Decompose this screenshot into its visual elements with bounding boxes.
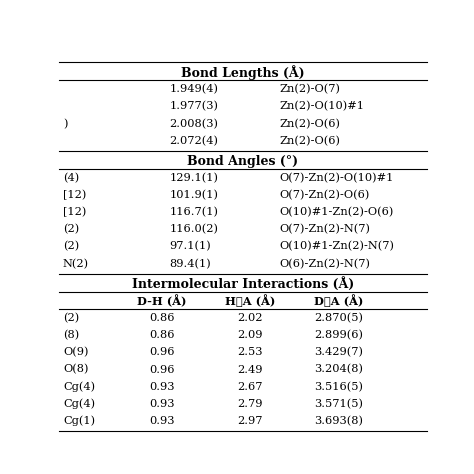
Text: 0.93: 0.93: [149, 416, 175, 426]
Text: 129.1(1): 129.1(1): [169, 173, 219, 183]
Text: O(10)#1-Zn(2)-O(6): O(10)#1-Zn(2)-O(6): [280, 207, 394, 218]
Text: 2.53: 2.53: [237, 347, 263, 357]
Text: 2.79: 2.79: [237, 399, 263, 409]
Text: D-H (Å): D-H (Å): [137, 295, 187, 307]
Text: 2.09: 2.09: [237, 330, 263, 340]
Text: 3.204(8): 3.204(8): [314, 365, 363, 375]
Text: 0.86: 0.86: [149, 313, 175, 323]
Text: Zn(2)-O(6): Zn(2)-O(6): [280, 118, 341, 129]
Text: 2.49: 2.49: [237, 365, 263, 374]
Text: O(9): O(9): [63, 347, 89, 357]
Text: 89.4(1): 89.4(1): [169, 259, 211, 269]
Text: 3.516(5): 3.516(5): [314, 382, 363, 392]
Text: (2): (2): [63, 241, 79, 252]
Text: Cg(4): Cg(4): [63, 382, 95, 392]
Text: 2.072(4): 2.072(4): [169, 136, 219, 146]
Text: Zn(2)-O(10)#1: Zn(2)-O(10)#1: [280, 101, 365, 111]
Text: O(7)-Zn(2)-O(10)#1: O(7)-Zn(2)-O(10)#1: [280, 173, 394, 183]
Text: 2.899(6): 2.899(6): [314, 330, 363, 340]
Text: ): ): [63, 118, 67, 129]
Text: N(2): N(2): [63, 259, 89, 269]
Text: (4): (4): [63, 173, 79, 183]
Text: Bond Lengths (Å): Bond Lengths (Å): [181, 65, 305, 80]
Text: 1.949(4): 1.949(4): [169, 84, 219, 94]
Text: O(8): O(8): [63, 365, 89, 375]
Text: 97.1(1): 97.1(1): [169, 241, 211, 252]
Text: [12): [12): [63, 207, 86, 218]
Text: 0.96: 0.96: [149, 365, 175, 374]
Text: 0.86: 0.86: [149, 330, 175, 340]
Text: Cg(4): Cg(4): [63, 399, 95, 409]
Text: 2.870(5): 2.870(5): [314, 313, 363, 323]
Text: 0.93: 0.93: [149, 382, 175, 392]
Text: O(7)-Zn(2)-O(6): O(7)-Zn(2)-O(6): [280, 190, 370, 201]
Text: 2.97: 2.97: [237, 416, 263, 426]
Text: 2.67: 2.67: [237, 382, 263, 392]
Text: D⋯A (Å): D⋯A (Å): [314, 294, 363, 308]
Text: 2.008(3): 2.008(3): [169, 118, 219, 129]
Text: 116.7(1): 116.7(1): [169, 207, 219, 218]
Text: 101.9(1): 101.9(1): [169, 190, 219, 201]
Text: 3.693(8): 3.693(8): [314, 416, 363, 426]
Text: (2): (2): [63, 313, 79, 323]
Text: 116.0(2): 116.0(2): [169, 224, 219, 235]
Text: Cg(1): Cg(1): [63, 416, 95, 426]
Text: 0.93: 0.93: [149, 399, 175, 409]
Text: [12): [12): [63, 190, 86, 201]
Text: O(7)-Zn(2)-N(7): O(7)-Zn(2)-N(7): [280, 224, 371, 235]
Text: 3.571(5): 3.571(5): [314, 399, 363, 409]
Text: 3.429(7): 3.429(7): [314, 347, 363, 357]
Text: Zn(2)-O(6): Zn(2)-O(6): [280, 136, 341, 146]
Text: 0.96: 0.96: [149, 347, 175, 357]
Text: Intermolecular Interactions (Å): Intermolecular Interactions (Å): [132, 277, 354, 292]
Text: Zn(2)-O(7): Zn(2)-O(7): [280, 84, 341, 94]
Text: 1.977(3): 1.977(3): [169, 101, 219, 111]
Text: O(6)-Zn(2)-N(7): O(6)-Zn(2)-N(7): [280, 259, 371, 269]
Text: H⋯A (Å): H⋯A (Å): [225, 294, 275, 308]
Text: (8): (8): [63, 330, 79, 340]
Text: 2.02: 2.02: [237, 313, 263, 323]
Text: (2): (2): [63, 224, 79, 235]
Text: Bond Angles (°): Bond Angles (°): [187, 155, 299, 168]
Text: O(10)#1-Zn(2)-N(7): O(10)#1-Zn(2)-N(7): [280, 241, 395, 252]
